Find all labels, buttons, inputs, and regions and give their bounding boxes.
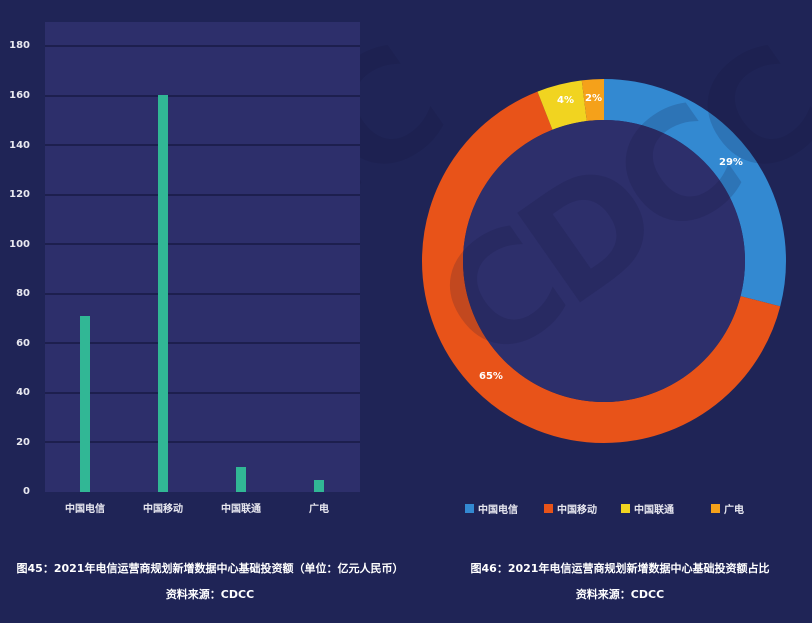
gridline-80: [45, 293, 360, 295]
legend-swatch: [465, 504, 474, 513]
y-tick: 140: [9, 140, 30, 151]
y-tick: 40: [16, 387, 30, 398]
legend-label: 中国联通: [634, 505, 674, 516]
donut-chart-caption: 图46：2021年电信运营商规划新增数据中心基础投资额占比: [470, 562, 770, 575]
donut-slice-china-mobile[interactable]: [422, 79, 786, 443]
legend-label: 中国移动: [557, 505, 597, 516]
label-broadcast: 2%: [585, 93, 602, 104]
gridline-40: [45, 392, 360, 394]
legend-label: 广电: [724, 505, 744, 516]
legend-label: 中国电信: [478, 505, 518, 516]
donut-chart: [422, 79, 786, 443]
gridline-20: [45, 441, 360, 443]
y-tick: 20: [16, 437, 30, 448]
donut-chart-panel: CDCC 29% 65% 4% 2% 中国电信 中国移动 中国联通 广电 图46…: [408, 0, 812, 623]
donut-slice-broadcast[interactable]: [422, 79, 786, 443]
y-tick: 60: [16, 338, 30, 349]
x-tick: 中国电信: [65, 504, 105, 515]
gridline-120: [45, 194, 360, 196]
gridline-140: [45, 144, 360, 146]
label-china-unicom: 4%: [557, 95, 574, 106]
legend-item-china-telecom[interactable]: 中国电信: [465, 501, 518, 516]
bar-chart-caption: 图45：2021年电信运营商规划新增数据中心基础投资额（单位：亿元人民币）: [16, 562, 404, 575]
y-tick: 80: [16, 288, 30, 299]
x-tick: 广电: [309, 504, 329, 515]
bar-chart-source: 资料来源：CDCC: [165, 588, 255, 601]
y-tick: 120: [9, 189, 30, 200]
legend-item-china-unicom[interactable]: 中国联通: [621, 501, 674, 516]
y-tick: 160: [9, 90, 30, 101]
label-china-telecom: 29%: [719, 157, 743, 168]
donut-hole: [463, 120, 745, 402]
gridline-180: [45, 45, 360, 47]
donut-legend: 中国电信 中国移动 中国联通 广电: [465, 501, 785, 516]
bar-plot-area: [45, 22, 360, 492]
legend-item-broadcast[interactable]: 广电: [711, 501, 744, 516]
legend-swatch: [544, 504, 553, 513]
gridline-100: [45, 243, 360, 245]
y-tick: 180: [9, 40, 30, 51]
legend-swatch: [711, 504, 720, 513]
legend-item-china-mobile[interactable]: 中国移动: [544, 501, 597, 516]
y-tick: 0: [23, 486, 30, 497]
gridline-60: [45, 342, 360, 344]
legend-swatch: [621, 504, 630, 513]
bar-china-telecom[interactable]: [80, 316, 90, 492]
label-china-mobile: 65%: [479, 371, 503, 382]
bar-chart-panel: CDCC 0 20 40 60 80 100 120 140 160 180 中…: [0, 0, 467, 623]
bar-china-mobile[interactable]: [158, 95, 168, 492]
donut-chart-source: 资料来源：CDCC: [575, 588, 665, 601]
x-tick: 中国移动: [143, 504, 183, 515]
y-tick: 100: [9, 239, 30, 250]
gridline-160: [45, 95, 360, 97]
bar-china-unicom[interactable]: [236, 467, 246, 492]
x-tick: 中国联通: [221, 504, 261, 515]
bar-broadcast[interactable]: [314, 480, 324, 492]
